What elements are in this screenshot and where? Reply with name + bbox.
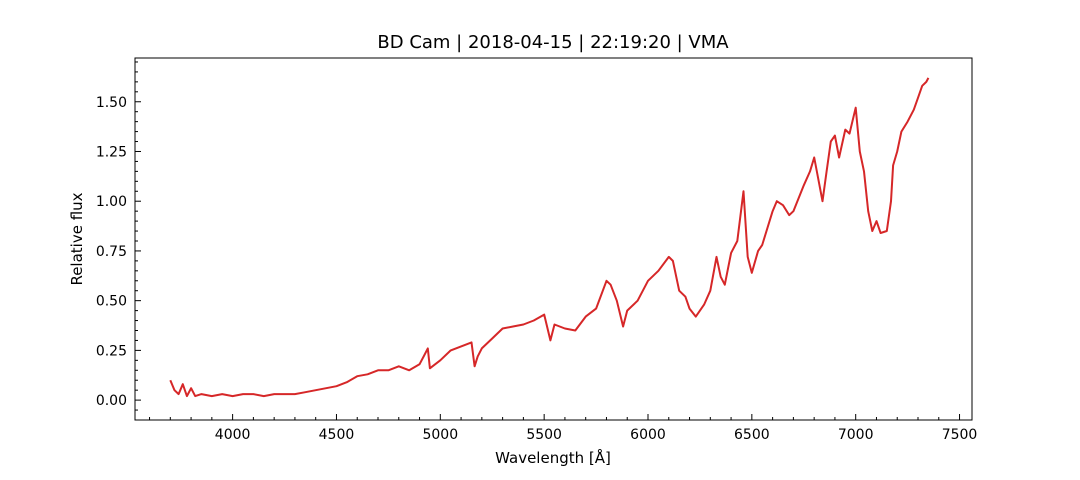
y-tick-label: 0.50 [96,294,127,310]
x-axis-label: Wavelength [Å] [495,448,611,467]
chart-title: BD Cam | 2018-04-15 | 22:19:20 | VMA [377,32,729,53]
x-tick-label: 5000 [422,427,458,443]
x-tick-label: 6500 [734,427,770,443]
plot-frame [134,57,973,421]
x-tick-label: 6000 [630,427,666,443]
x-tick-label: 7500 [942,427,978,443]
x-tick-label: 7000 [838,427,874,443]
y-tick-label: 1.00 [96,194,127,210]
y-axis-label: Relative flux [68,192,86,285]
x-tick-label: 4000 [215,427,251,443]
y-tick-label: 1.50 [96,95,127,111]
x-tick-label: 4500 [319,427,355,443]
y-tick-label: 1.25 [96,144,127,160]
y-axis-ticks: 0.00 0.25 0.50 0.75 1.00 1.25 1.50 [96,61,141,411]
x-axis-ticks: 4000 4500 5000 5500 6000 6500 7000 7500 [149,414,978,443]
y-tick-label: 0.00 [96,393,127,409]
x-tick-label: 5500 [526,427,562,443]
y-tick-label: 0.75 [96,244,127,260]
spectrum-line [169,77,930,398]
y-tick-label: 0.25 [96,343,127,359]
